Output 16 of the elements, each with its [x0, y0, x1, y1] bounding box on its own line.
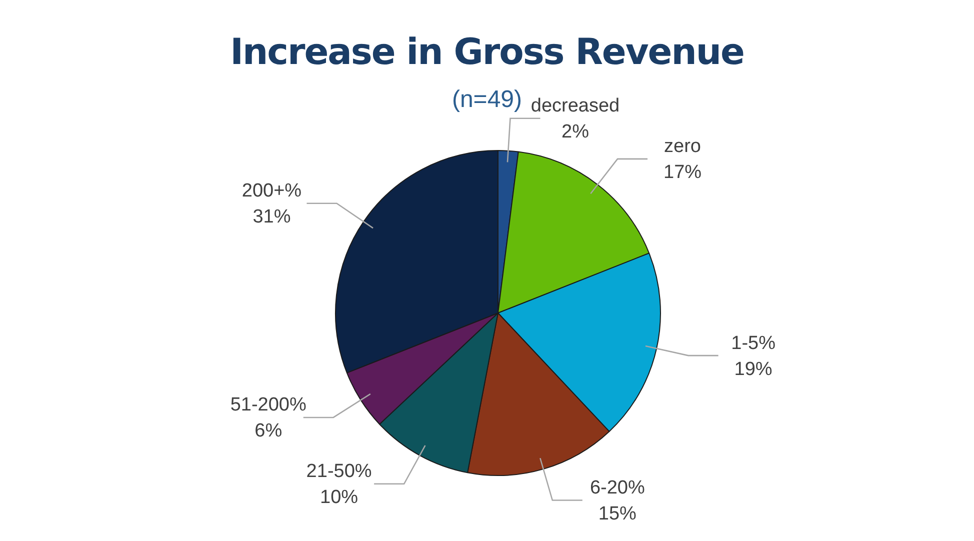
slice-label: 6-20%	[590, 477, 645, 498]
slice-label: 200+%	[242, 180, 302, 202]
chart-subtitle: (n=49)	[452, 86, 522, 113]
slice-label: decreased	[530, 96, 620, 117]
data-label: 19%	[734, 358, 772, 380]
slice-label: 1-5%	[731, 332, 776, 354]
data-label: 15%	[598, 503, 637, 524]
slice-label: 51-200%	[230, 394, 306, 416]
data-label: 2%	[562, 122, 590, 143]
slice-label: 21-50%	[306, 461, 372, 482]
slice-label: zero	[664, 136, 701, 158]
data-label: 17%	[664, 162, 702, 184]
data-label: 31%	[252, 206, 291, 228]
data-label: 10%	[320, 487, 358, 508]
chart-title: Increase in Gross Revenue	[229, 32, 745, 73]
data-label: 6%	[254, 420, 282, 442]
